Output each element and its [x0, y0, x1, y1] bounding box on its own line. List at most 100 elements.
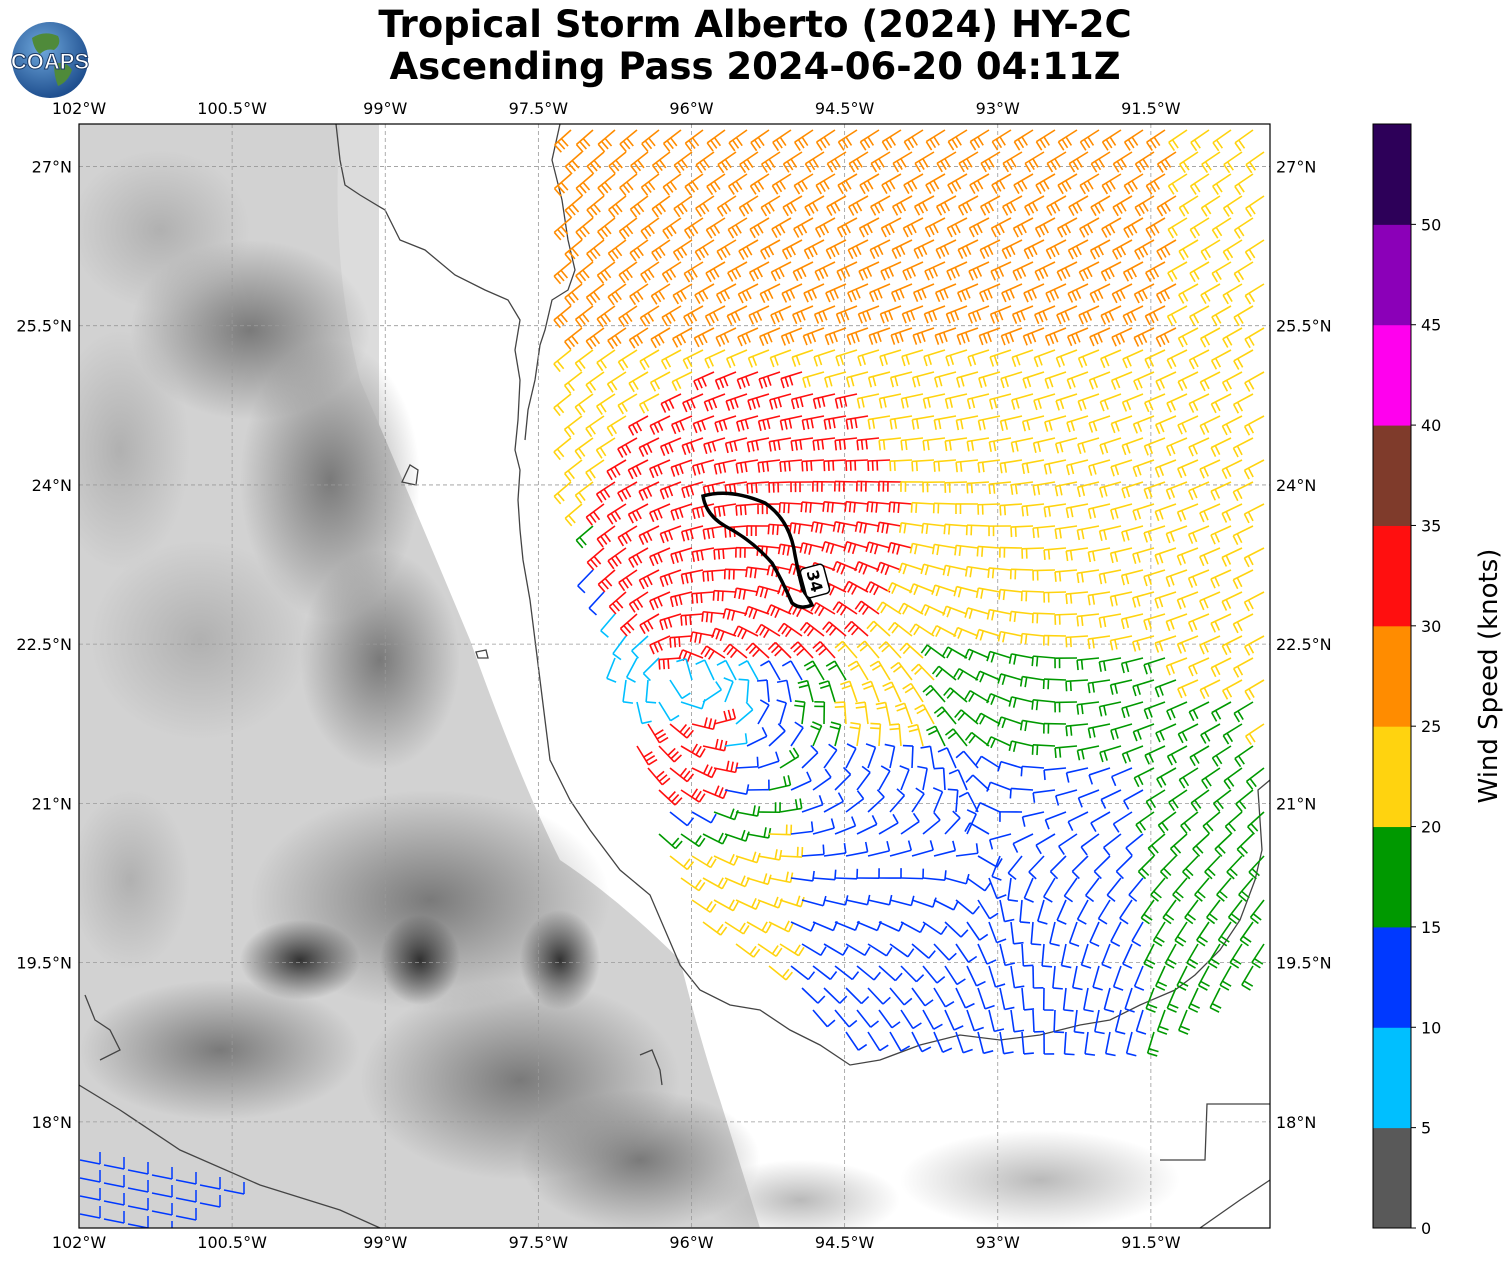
wind-barb: [617, 437, 638, 458]
wind-barb: [1179, 151, 1199, 173]
lat-tick-label-right: 22.5°N: [1276, 635, 1332, 654]
wind-barb: [673, 195, 693, 218]
wind-barb: [553, 393, 572, 417]
wind-barb: [907, 723, 924, 747]
wind-barb: [596, 393, 616, 415]
wind-barb: [1200, 239, 1221, 261]
wind-barb: [1199, 327, 1221, 348]
wind-barb: [659, 437, 682, 457]
wind-barb: [1022, 327, 1045, 346]
wind-barb: [1104, 1031, 1116, 1057]
colorbar-segment: [1373, 525, 1411, 627]
wind-barb: [1112, 965, 1124, 991]
wind-barb: [1132, 547, 1155, 564]
wind-barb: [1244, 239, 1265, 261]
wind-barb: [669, 591, 693, 608]
wind-barb: [801, 744, 819, 769]
wind-barb: [1143, 943, 1156, 969]
colorbar-tick-label: 40: [1421, 416, 1441, 435]
colorbar-segment: [1373, 124, 1411, 225]
lat-tick-label-left: 27°N: [32, 157, 72, 176]
wind-barb: [127, 1216, 149, 1228]
wind-barb: [911, 787, 925, 813]
wind-barb: [867, 840, 891, 857]
wind-barb: [1010, 965, 1025, 989]
wind-barb: [1067, 283, 1089, 303]
wind-barb: [955, 943, 978, 963]
wind-barb: [840, 680, 858, 703]
wind-barb: [1044, 327, 1067, 346]
wind-barb: [748, 305, 770, 325]
wind-barb: [1245, 767, 1265, 790]
wind-barb: [691, 591, 715, 604]
wind-barb: [1233, 261, 1254, 283]
wind-barb: [1167, 261, 1188, 282]
wind-barb: [834, 816, 857, 835]
wind-barb: [790, 965, 816, 981]
wind-barb: [768, 920, 794, 933]
wind-barb: [1013, 129, 1034, 151]
wind-barb: [1165, 525, 1188, 544]
wind-barb: [1210, 349, 1232, 370]
wind-barb: [823, 987, 848, 1004]
wind-barb: [956, 327, 979, 346]
wind-barb: [945, 349, 968, 367]
wind-barb: [684, 129, 704, 152]
wind-barb: [781, 239, 803, 260]
wind-barb: [1189, 173, 1210, 195]
wind-barb: [823, 792, 845, 813]
wind-barb: [1241, 965, 1254, 991]
colorbar-tick-label: 45: [1421, 316, 1441, 335]
wind-barb: [779, 798, 803, 813]
wind-barb: [1133, 327, 1155, 347]
wind-barb: [553, 305, 572, 329]
wind-barb: [702, 877, 728, 890]
wind-barb: [1145, 173, 1166, 195]
wind-barb: [1067, 811, 1089, 832]
wind-barb: [199, 1177, 221, 1190]
wind-barb: [859, 129, 880, 151]
wind-barb: [575, 217, 594, 241]
wind-barb: [757, 699, 770, 725]
wind-barb: [1165, 613, 1188, 632]
wind-barb: [683, 217, 704, 239]
wind-barb: [736, 371, 759, 390]
wind-barb: [647, 723, 669, 744]
wind-barb: [999, 899, 1015, 923]
wind-barb: [1192, 833, 1210, 857]
wind-barb: [1066, 415, 1089, 433]
wind-barb: [1166, 987, 1179, 1013]
wind-barb: [577, 569, 594, 594]
wind-barb: [847, 283, 869, 303]
wind-barb: [793, 217, 814, 238]
wind-barb: [745, 642, 770, 659]
wind-barb: [1132, 503, 1155, 521]
wind-barb: [199, 1195, 221, 1208]
continent-shape: [32, 33, 60, 54]
wind-barb: [1189, 305, 1210, 326]
wind-barb: [103, 1193, 125, 1206]
lon-tick-label-bottom: 96°W: [669, 1233, 713, 1252]
wind-barb: [658, 833, 683, 850]
wind-barb: [889, 415, 913, 430]
contour-label-box: [799, 563, 831, 599]
wind-barb: [925, 129, 946, 151]
lon-tick-label-bottom: 93°W: [976, 1233, 1020, 1252]
wind-barb: [1077, 349, 1100, 368]
wind-barb: [966, 481, 990, 494]
wind-barb: [629, 239, 649, 262]
wind-barb: [1154, 547, 1177, 565]
wind-barb: [957, 239, 979, 259]
wind-barb: [1221, 415, 1243, 436]
wind-barb: [975, 670, 1001, 683]
wind-barb: [955, 750, 979, 769]
wind-barb: [642, 657, 660, 682]
wind-barb: [901, 305, 924, 324]
wind-barb: [1176, 547, 1199, 566]
wind-barb: [1243, 459, 1265, 480]
wind-barb: [776, 699, 788, 725]
lon-tick-label-bottom: 102°W: [52, 1233, 107, 1252]
wind-barb: [771, 217, 792, 239]
wind-barb: [957, 283, 979, 303]
wind-barb: [902, 217, 924, 238]
